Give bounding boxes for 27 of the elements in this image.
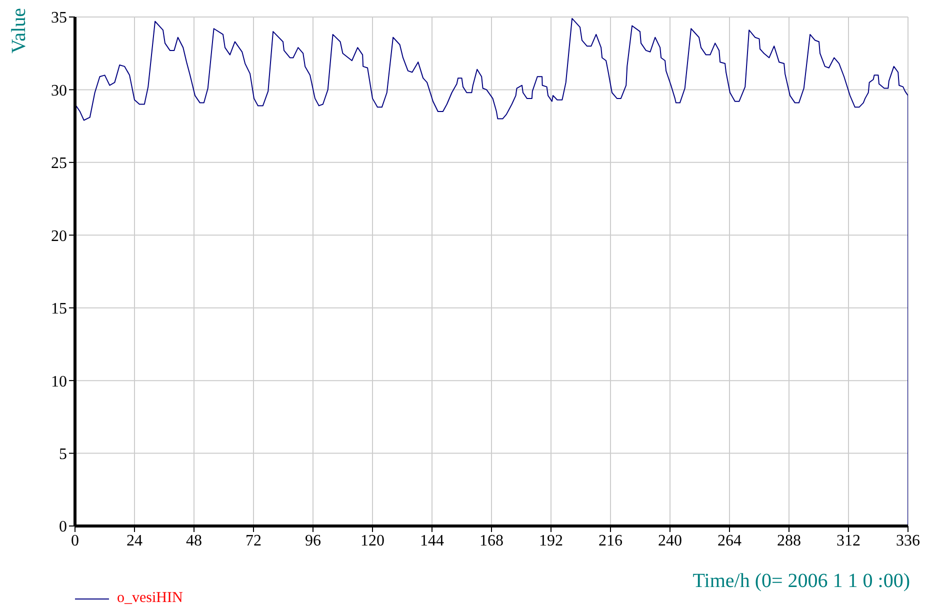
x-tick-label: 120 (360, 532, 384, 550)
x-tick-label: 192 (539, 532, 563, 550)
x-tick-label: 24 (126, 532, 142, 550)
x-tick-label: 48 (186, 532, 202, 550)
x-tick-label: 96 (305, 532, 321, 550)
y-tick-label: 10 (51, 373, 67, 390)
y-tick-label: 15 (51, 300, 67, 318)
x-axis-title: Time/h (0= 2006 1 1 0 :00) (692, 570, 910, 593)
x-tick-label: 312 (836, 532, 860, 550)
x-tick-label: 144 (420, 532, 444, 550)
line-series (75, 18, 908, 526)
y-tick-label: 20 (51, 228, 67, 245)
y-tick-label: 25 (51, 155, 67, 172)
x-tick-label: 288 (777, 532, 801, 550)
y-tick-label: 5 (59, 446, 67, 463)
x-tick-label: 0 (71, 532, 79, 550)
legend-label: o_vesiHIN (117, 590, 183, 607)
x-tick-label: 168 (480, 532, 504, 550)
y-tick-label: 35 (51, 10, 67, 27)
x-tick-label: 264 (718, 532, 742, 550)
y-tick-label: 0 (59, 518, 67, 536)
x-tick-label: 216 (598, 532, 622, 550)
y-tick-label: 30 (51, 82, 67, 100)
x-tick-label: 72 (246, 532, 262, 550)
x-tick-label: 240 (658, 532, 682, 550)
y-axis-title: Value (8, 8, 31, 54)
x-tick-label: 336 (896, 532, 920, 550)
